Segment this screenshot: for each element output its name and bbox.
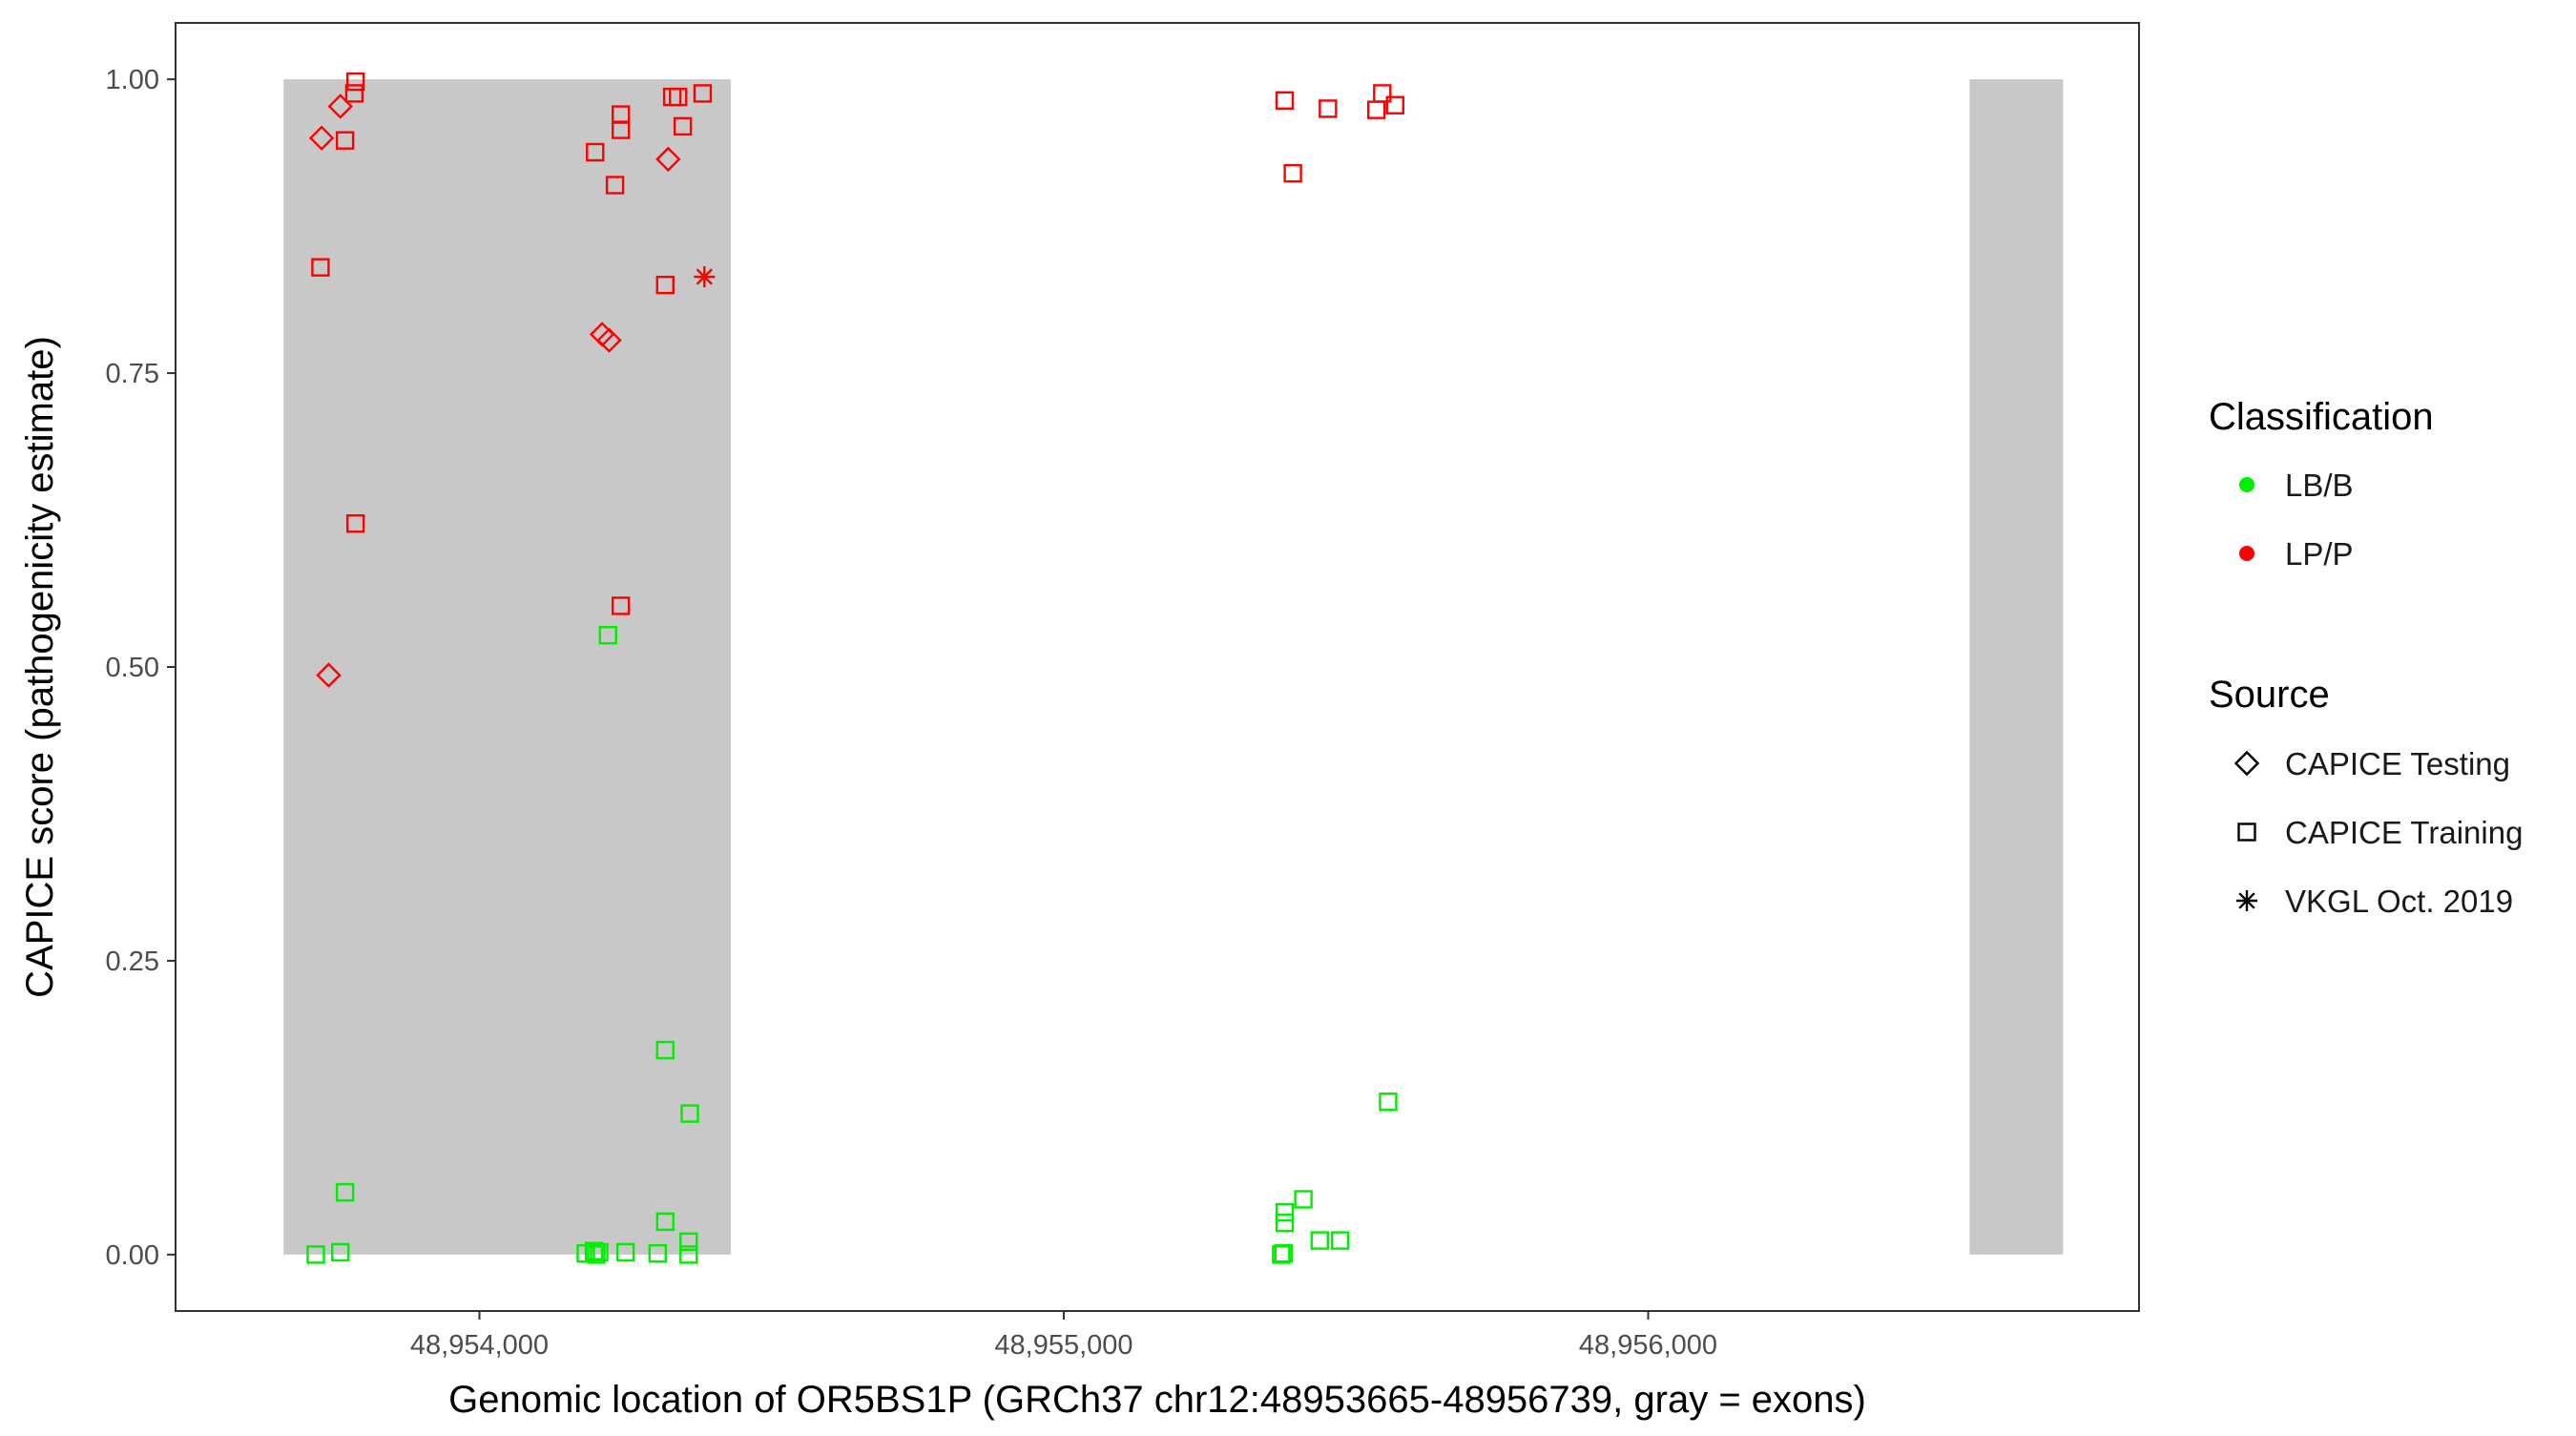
data-point	[655, 1212, 675, 1232]
exon-bands	[283, 79, 2064, 1255]
data-point	[1310, 1231, 1329, 1250]
data-point	[679, 1232, 698, 1252]
y-tick-label: 0.75	[106, 359, 159, 389]
data-point	[673, 116, 693, 136]
data-point	[1275, 1213, 1295, 1233]
data-point	[586, 142, 605, 162]
data-point	[648, 1243, 668, 1263]
data-point	[612, 596, 631, 615]
data-point	[679, 1245, 698, 1264]
data-point	[587, 1245, 606, 1264]
x-tick-label: 48,955,000	[994, 1330, 1132, 1361]
y-tick-label: 1.00	[106, 65, 159, 95]
legend-key-dot	[2239, 546, 2254, 561]
data-point	[335, 131, 355, 150]
data-point	[335, 1182, 355, 1202]
x-axis-title: Genomic location of OR5BS1P (GRCh37 chr1…	[448, 1379, 1866, 1421]
data-point	[669, 87, 688, 107]
data-point	[1379, 1093, 1398, 1112]
exon-band-1	[283, 79, 731, 1255]
data-point	[693, 84, 713, 103]
data-point	[1319, 99, 1338, 118]
data-point	[1366, 100, 1386, 119]
legend-item-label: CAPICE Testing	[2285, 746, 2510, 781]
legend: Classification LB/B LP/P Source CAPICE Te…	[2209, 396, 2523, 919]
data-point	[1272, 1245, 1291, 1264]
exon-band-2	[1969, 79, 2064, 1255]
legend-item-label: LP/P	[2285, 536, 2354, 572]
data-point	[655, 146, 681, 173]
data-point	[306, 1245, 325, 1264]
data-point	[1283, 163, 1302, 183]
data-point	[590, 1242, 609, 1262]
data-point	[655, 275, 675, 295]
data-point	[598, 626, 617, 645]
legend-source-items: CAPICE Testing CAPICE Training VKGL Oct. 2…	[2233, 746, 2523, 919]
data-point	[344, 84, 364, 103]
data-point	[1385, 95, 1404, 114]
data-point	[1373, 84, 1392, 103]
data-point	[615, 1242, 635, 1262]
data-point	[596, 327, 622, 353]
data-point	[680, 1104, 699, 1123]
data-point	[655, 1040, 675, 1060]
data-point	[1294, 1190, 1313, 1209]
legend-item-label: CAPICE Training	[2285, 815, 2523, 850]
y-tick-label: 0.00	[106, 1240, 159, 1271]
legend-key-dot	[2239, 477, 2254, 492]
data-point	[331, 1242, 350, 1262]
legend-key-diamond	[2233, 750, 2260, 777]
legend-classification-title: Classification	[2209, 396, 2434, 438]
data-point	[1274, 1243, 1294, 1263]
data-point	[308, 125, 335, 151]
data-point	[345, 514, 365, 533]
legend-key-asterisk	[2236, 890, 2257, 911]
legend-source-title: Source	[2209, 674, 2330, 716]
data-point	[584, 1241, 604, 1260]
data-point	[316, 662, 342, 688]
data-point	[311, 258, 330, 277]
x-tick-label: 48,954,000	[410, 1330, 549, 1361]
data-point	[327, 94, 353, 119]
data-point	[1331, 1231, 1350, 1250]
legend-item-label: VKGL Oct. 2019	[2285, 884, 2513, 919]
data-point	[1275, 91, 1295, 110]
data-point	[612, 120, 631, 139]
legend-key-square	[2237, 822, 2256, 842]
legend-item-label: LB/B	[2285, 468, 2354, 503]
data-points	[306, 72, 1404, 1264]
data-point	[1275, 1202, 1295, 1222]
legend-classification-items: LB/B LP/P	[2239, 468, 2354, 572]
axes: 0.00 0.25 0.50 0.75 1.00 48,954,000 48,955,000…	[106, 65, 1718, 1361]
data-point	[605, 176, 625, 195]
x-tick-label: 48,956,000	[1579, 1330, 1717, 1361]
y-tick-label: 0.25	[106, 947, 159, 977]
data-point	[694, 266, 716, 288]
y-axis-title: CAPICE score (pathogenicity estimate)	[19, 336, 61, 998]
data-point	[345, 72, 365, 92]
y-tick-label: 0.50	[106, 653, 159, 683]
